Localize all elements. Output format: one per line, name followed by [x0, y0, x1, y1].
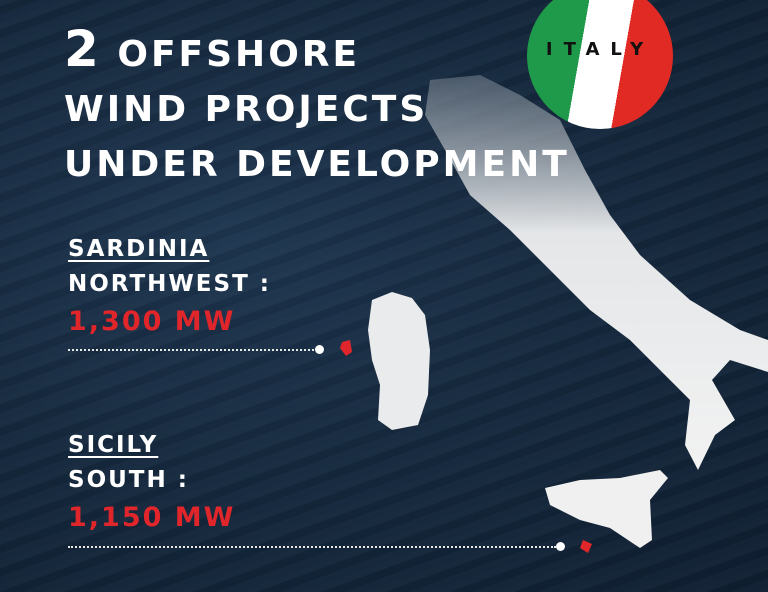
capacity-value: 1,300 MW — [68, 306, 236, 337]
title-line-1: OFFSHORE — [117, 34, 361, 75]
page-title: 2 OFFSHORE WIND PROJECTS UNDER DEVELOPME… — [64, 22, 570, 192]
dotted-leader-line — [68, 546, 556, 548]
region-label: SICILY — [68, 432, 159, 458]
project-sicily: SICILY SOUTH : 1,150 MW — [68, 428, 235, 538]
project-count: 2 — [64, 20, 102, 78]
region-label: SARDINIA — [68, 236, 210, 262]
sardinia-shape — [368, 292, 430, 430]
badge-label: ITALY — [545, 39, 655, 60]
location-label: SOUTH : — [68, 467, 189, 493]
leader-endpoint-dot — [556, 542, 565, 551]
sicily-project-marker — [580, 540, 592, 553]
dotted-leader-line — [68, 349, 314, 351]
leader-endpoint-dot — [315, 345, 324, 354]
location-label: NORTHWEST : — [68, 271, 271, 297]
italy-flag-badge: ITALY — [527, 0, 673, 129]
project-sardinia: SARDINIA NORTHWEST : 1,300 MW — [68, 232, 271, 342]
title-line-2: WIND PROJECTS — [64, 89, 429, 130]
title-line-3: UNDER DEVELOPMENT — [64, 144, 570, 185]
capacity-value: 1,150 MW — [68, 502, 236, 533]
sicily-shape — [545, 470, 668, 548]
sardinia-project-marker — [340, 340, 352, 356]
mainland-shape — [425, 75, 768, 470]
